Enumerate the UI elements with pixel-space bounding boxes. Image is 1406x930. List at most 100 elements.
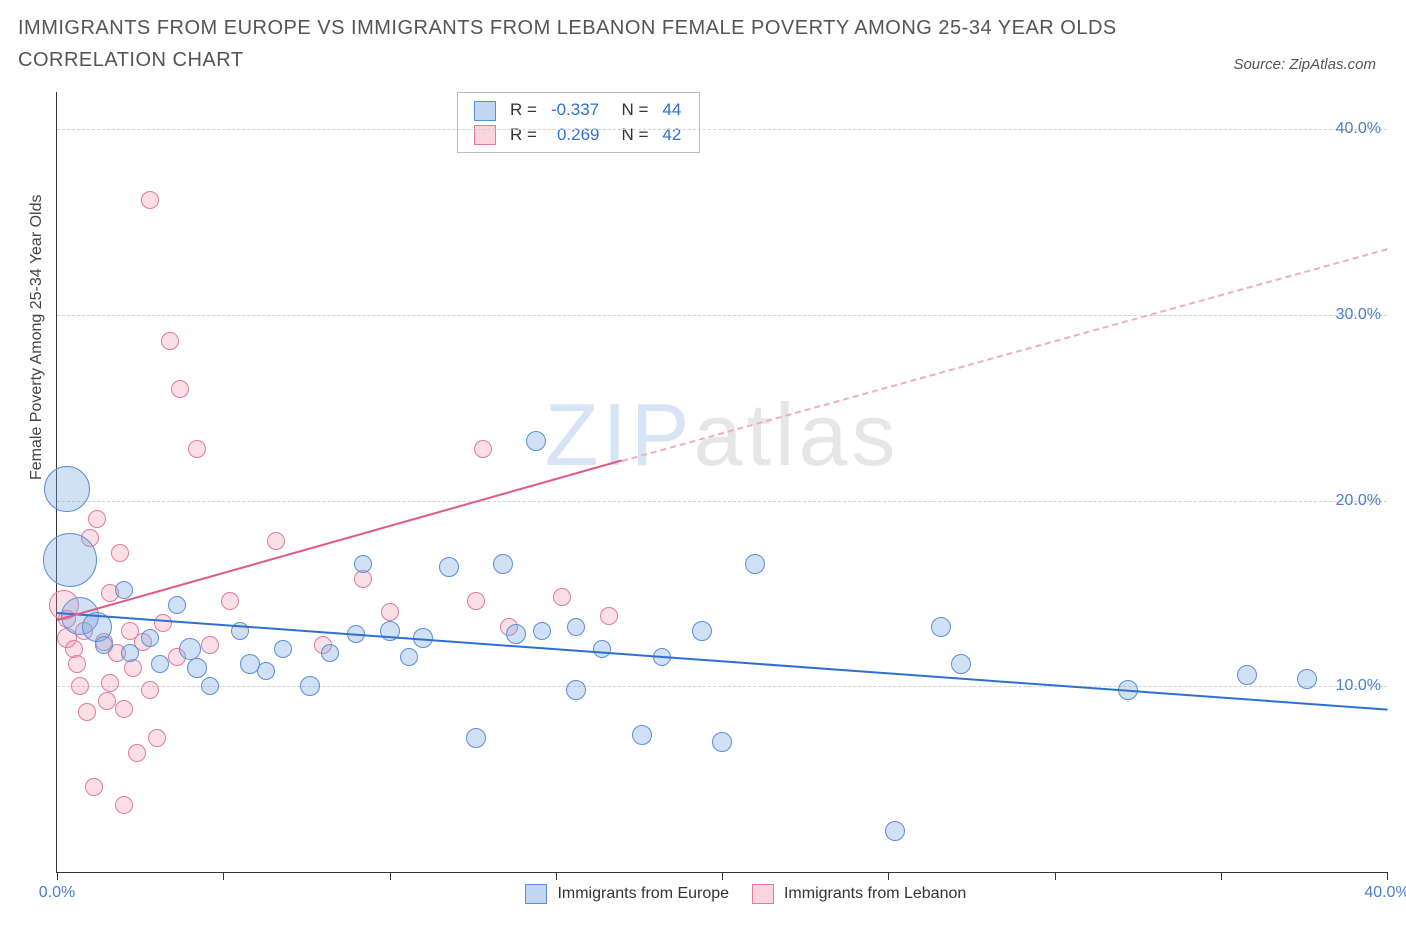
lebanon-n-value: 42 (656, 124, 687, 147)
legend-row-europe: R = -0.337 N = 44 (468, 99, 687, 122)
data-point (141, 191, 159, 209)
data-point (101, 674, 119, 692)
data-point (141, 681, 159, 699)
watermark-zip: ZIP (545, 385, 694, 484)
data-point (188, 440, 206, 458)
data-point (885, 821, 905, 841)
scatter-plot: ZIPatlas R = -0.337 N = 44 R = 0.269 N =… (56, 92, 1387, 873)
x-tick (57, 872, 58, 880)
legend-row-lebanon: R = 0.269 N = 42 (468, 124, 687, 147)
x-tick (390, 872, 391, 880)
gridline (57, 315, 1387, 316)
x-tick (1221, 872, 1222, 880)
data-point (692, 621, 712, 641)
data-point (354, 555, 372, 573)
data-point (257, 662, 275, 680)
x-tick (1055, 872, 1056, 880)
data-point (1297, 669, 1317, 689)
data-point (526, 431, 546, 451)
data-point (98, 692, 116, 710)
data-point (115, 796, 133, 814)
data-point (632, 725, 652, 745)
data-point (321, 644, 339, 662)
trend-line (622, 248, 1387, 462)
gridline (57, 686, 1387, 687)
data-point (493, 554, 513, 574)
data-point (148, 729, 166, 747)
data-point (553, 588, 571, 606)
y-tick-label: 40.0% (1336, 120, 1381, 138)
lebanon-r-value: 0.269 (545, 124, 606, 147)
data-point (300, 676, 320, 696)
source-label: Source: ZipAtlas.com (1233, 56, 1376, 73)
gridline (57, 501, 1387, 502)
data-point (274, 640, 292, 658)
y-tick-label: 20.0% (1336, 492, 1381, 510)
data-point (168, 596, 186, 614)
data-point (154, 614, 172, 632)
gridline (57, 129, 1387, 130)
data-point (187, 658, 207, 678)
data-point (161, 332, 179, 350)
data-point (44, 466, 90, 512)
data-point (712, 732, 732, 752)
data-point (221, 592, 239, 610)
series-legend: Immigrants from Europe Immigrants from L… (507, 884, 966, 904)
r-label: R = (504, 124, 543, 147)
data-point (533, 622, 551, 640)
data-point (88, 510, 106, 528)
data-point (567, 618, 585, 636)
data-point (474, 440, 492, 458)
data-point (95, 636, 113, 654)
x-tick (722, 872, 723, 880)
data-point (121, 644, 139, 662)
data-point (115, 700, 133, 718)
data-point (745, 554, 765, 574)
data-point (593, 640, 611, 658)
data-point (141, 629, 159, 647)
x-tick (888, 872, 889, 880)
data-point (931, 617, 951, 637)
swatch-pink-icon (752, 884, 774, 904)
r-label: R = (504, 99, 543, 122)
y-axis-label: Female Poverty Among 25-34 Year Olds (28, 195, 46, 481)
data-point (600, 607, 618, 625)
chart-title: IMMIGRANTS FROM EUROPE VS IMMIGRANTS FRO… (18, 12, 1118, 76)
data-point (467, 592, 485, 610)
x-tick (1387, 872, 1388, 880)
y-tick-label: 10.0% (1336, 677, 1381, 695)
x-tick (223, 872, 224, 880)
data-point (111, 544, 129, 562)
data-point (171, 380, 189, 398)
correlation-legend: R = -0.337 N = 44 R = 0.269 N = 42 (457, 92, 700, 153)
data-point (439, 557, 459, 577)
data-point (78, 703, 96, 721)
data-point (466, 728, 486, 748)
europe-n-value: 44 (656, 99, 687, 122)
data-point (506, 624, 526, 644)
data-point (85, 778, 103, 796)
data-point (151, 655, 169, 673)
n-label: N = (607, 124, 654, 147)
swatch-blue-icon (474, 101, 496, 121)
y-tick-label: 30.0% (1336, 306, 1381, 324)
data-point (400, 648, 418, 666)
x-tick-label: 0.0% (39, 884, 75, 902)
trend-line (57, 460, 623, 622)
data-point (128, 744, 146, 762)
lebanon-series-label: Immigrants from Lebanon (784, 885, 966, 902)
data-point (115, 581, 133, 599)
watermark-atlas: atlas (694, 385, 900, 484)
swatch-pink-icon (474, 125, 496, 145)
data-point (566, 680, 586, 700)
europe-r-value: -0.337 (545, 99, 606, 122)
x-tick-label: 40.0% (1364, 884, 1406, 902)
x-tick (556, 872, 557, 880)
data-point (381, 603, 399, 621)
swatch-blue-icon (525, 884, 547, 904)
data-point (68, 655, 86, 673)
data-point (201, 636, 219, 654)
data-point (43, 533, 97, 587)
data-point (267, 532, 285, 550)
data-point (951, 654, 971, 674)
